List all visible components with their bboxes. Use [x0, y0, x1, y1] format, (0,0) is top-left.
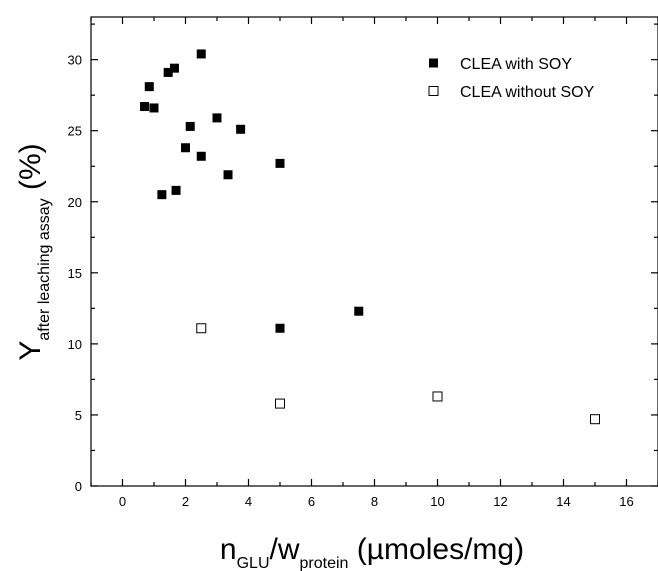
x-axis-ticks: 0 2 4 6 8 10 12 14 16 — [90, 17, 658, 509]
y-tick-label: 15 — [68, 266, 82, 281]
axis-title-text: nGLU/wprotein (µmoles/mg) — [220, 533, 524, 571]
data-point-without-soy — [275, 398, 285, 409]
axis-title-part: n — [220, 533, 237, 566]
x-tick-label: 2 — [182, 494, 189, 509]
data-point-with-soy — [171, 185, 181, 195]
x-tick-label: 8 — [371, 494, 378, 509]
axis-title-part: /w — [270, 533, 300, 566]
axis-title-subscript: after leaching assay — [36, 198, 53, 340]
data-point-without-soy — [432, 391, 443, 402]
x-tick-label: 10 — [430, 494, 444, 509]
data-point-with-soy — [169, 63, 179, 73]
legend-label: CLEA with SOY — [460, 56, 572, 73]
data-point-with-soy — [196, 49, 206, 59]
data-point-without-soy — [590, 414, 600, 425]
data-point-with-soy — [157, 190, 167, 200]
legend-marker — [429, 58, 438, 68]
data-point-with-soy — [275, 323, 285, 333]
y-tick-label: 20 — [68, 195, 82, 210]
data-point-with-soy — [236, 124, 246, 134]
y-tick-label: 0 — [75, 479, 82, 494]
legend-label: CLEA without SOY — [460, 84, 595, 101]
x-tick-label: 4 — [245, 494, 252, 509]
legend: CLEA with SOY CLEA without SOY — [428, 56, 595, 101]
axis-title-subscript: GLU — [237, 555, 270, 571]
data-point-with-soy — [185, 121, 195, 131]
x-tick-label: 14 — [556, 494, 570, 509]
data-point-with-soy — [212, 113, 222, 123]
data-points — [140, 49, 600, 425]
x-tick-label: 6 — [308, 494, 315, 509]
data-point-with-soy — [149, 103, 159, 113]
x-axis-title: nGLU/wprotein (µmoles/mg) — [220, 533, 524, 571]
data-point-without-soy — [196, 323, 207, 334]
y-tick-label: 10 — [68, 337, 82, 352]
y-axis-title: Yafter leaching assay (%) — [14, 143, 53, 360]
data-point-with-soy — [163, 67, 173, 77]
data-point-with-soy — [140, 102, 150, 112]
data-point-with-soy — [223, 170, 233, 180]
data-point-with-soy — [144, 82, 154, 92]
y-tick-label: 30 — [68, 53, 82, 68]
data-point-with-soy — [196, 151, 206, 161]
x-tick-label: 16 — [619, 494, 633, 509]
axis-title-part: Y — [14, 341, 47, 361]
x-tick-label: 12 — [493, 494, 507, 509]
axis-title-part: (%) — [14, 143, 47, 198]
axis-title-part: (µmoles/mg) — [348, 533, 524, 566]
x-tick-label: 0 — [119, 494, 126, 509]
data-point-with-soy — [354, 306, 364, 316]
y-axis-ticks: 0 5 10 15 20 25 30 — [68, 23, 658, 494]
data-point-with-soy — [275, 158, 285, 168]
y-tick-label: 5 — [75, 408, 82, 423]
data-point-with-soy — [181, 143, 190, 153]
y-tick-label: 25 — [68, 124, 82, 139]
axis-title-text: Yafter leaching assay (%) — [14, 143, 53, 360]
axis-title-subscript: protein — [300, 555, 349, 571]
legend-marker — [428, 86, 439, 96]
